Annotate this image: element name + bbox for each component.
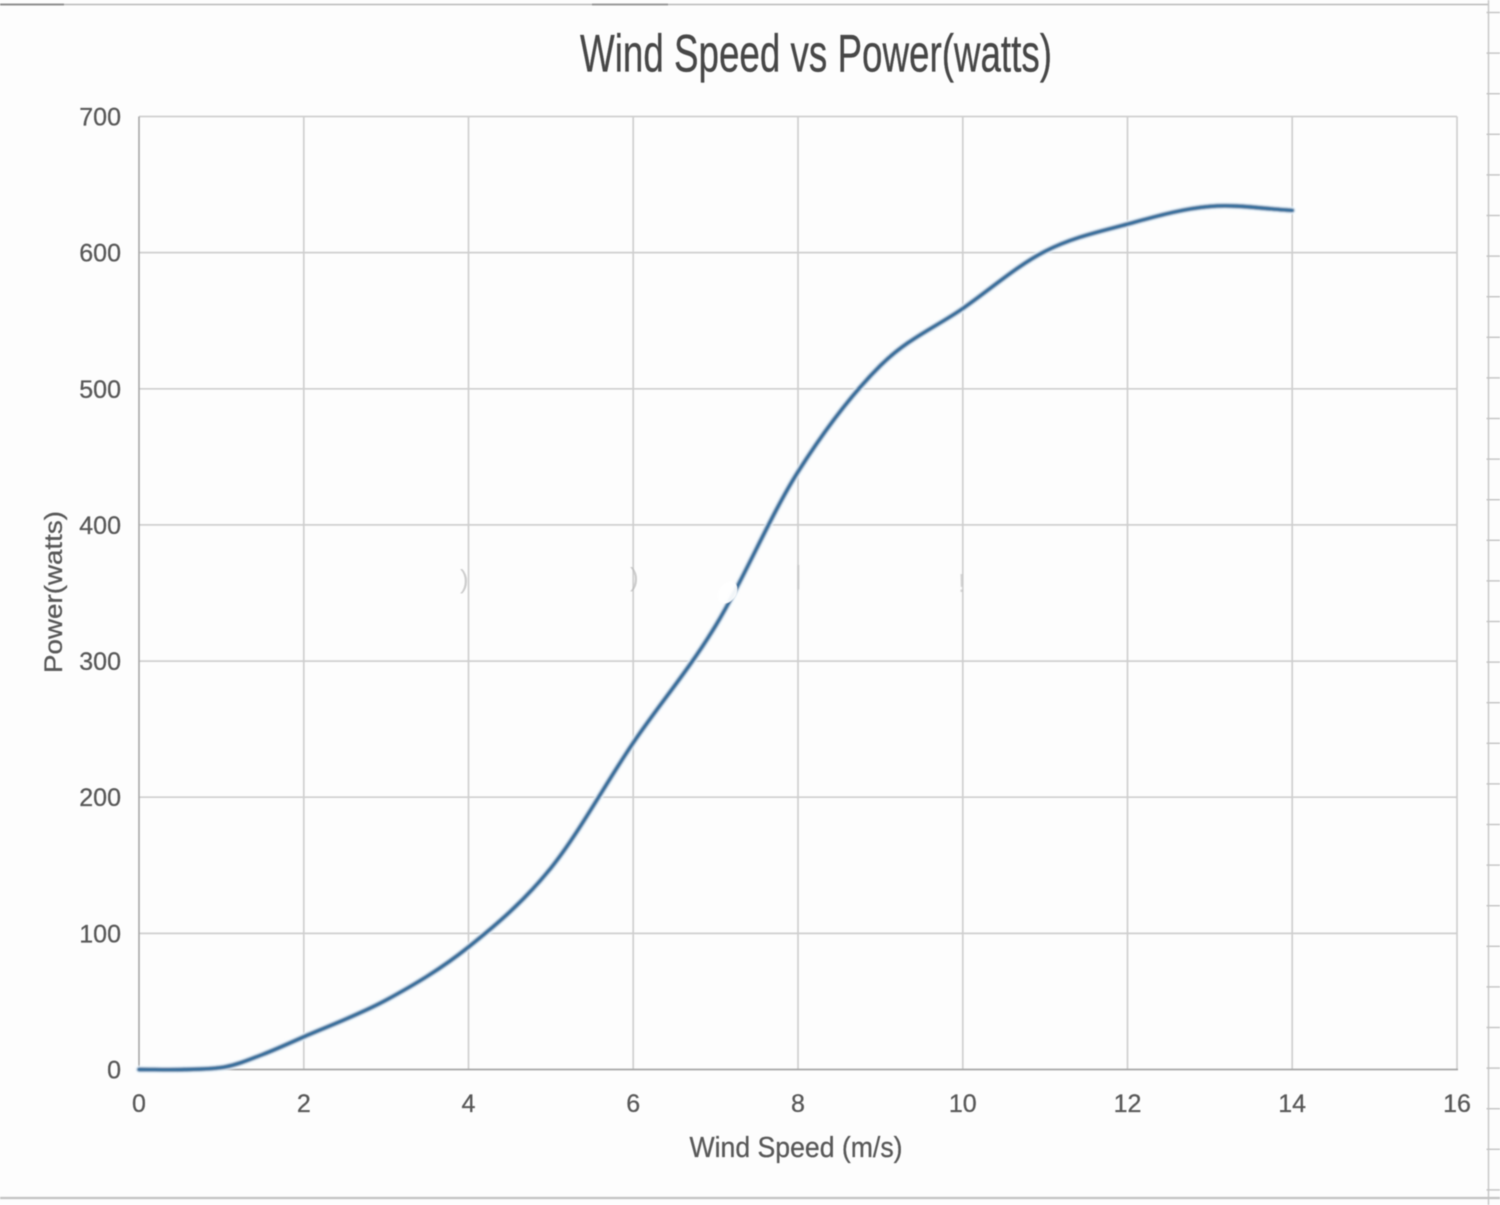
svg-text:): ) [460,564,469,594]
svg-text:12: 12 [1114,1090,1142,1118]
svg-text:|: | [795,560,802,590]
svg-text:8: 8 [791,1090,805,1118]
svg-text:300: 300 [79,648,121,676]
svg-text:6: 6 [626,1090,640,1118]
svg-text:100: 100 [79,920,121,948]
svg-text:Power(watts): Power(watts) [40,511,68,673]
svg-text:0: 0 [107,1057,121,1085]
svg-text:200: 200 [79,784,121,812]
svg-text:600: 600 [79,240,121,268]
svg-text:500: 500 [79,376,121,404]
svg-text:!: ! [958,568,965,598]
svg-text:14: 14 [1278,1090,1306,1118]
svg-text:400: 400 [79,512,121,540]
svg-text:): ) [630,562,639,592]
svg-text:2: 2 [297,1090,311,1118]
svg-text:700: 700 [79,104,121,132]
svg-text:Wind Speed (m/s): Wind Speed (m/s) [690,1132,903,1164]
svg-text:10: 10 [949,1090,977,1118]
svg-text:16: 16 [1443,1090,1471,1118]
svg-text:4: 4 [462,1090,476,1118]
svg-text:0: 0 [132,1090,146,1118]
svg-text:Wind Speed vs Power(watts): Wind Speed vs Power(watts) [580,25,1052,84]
